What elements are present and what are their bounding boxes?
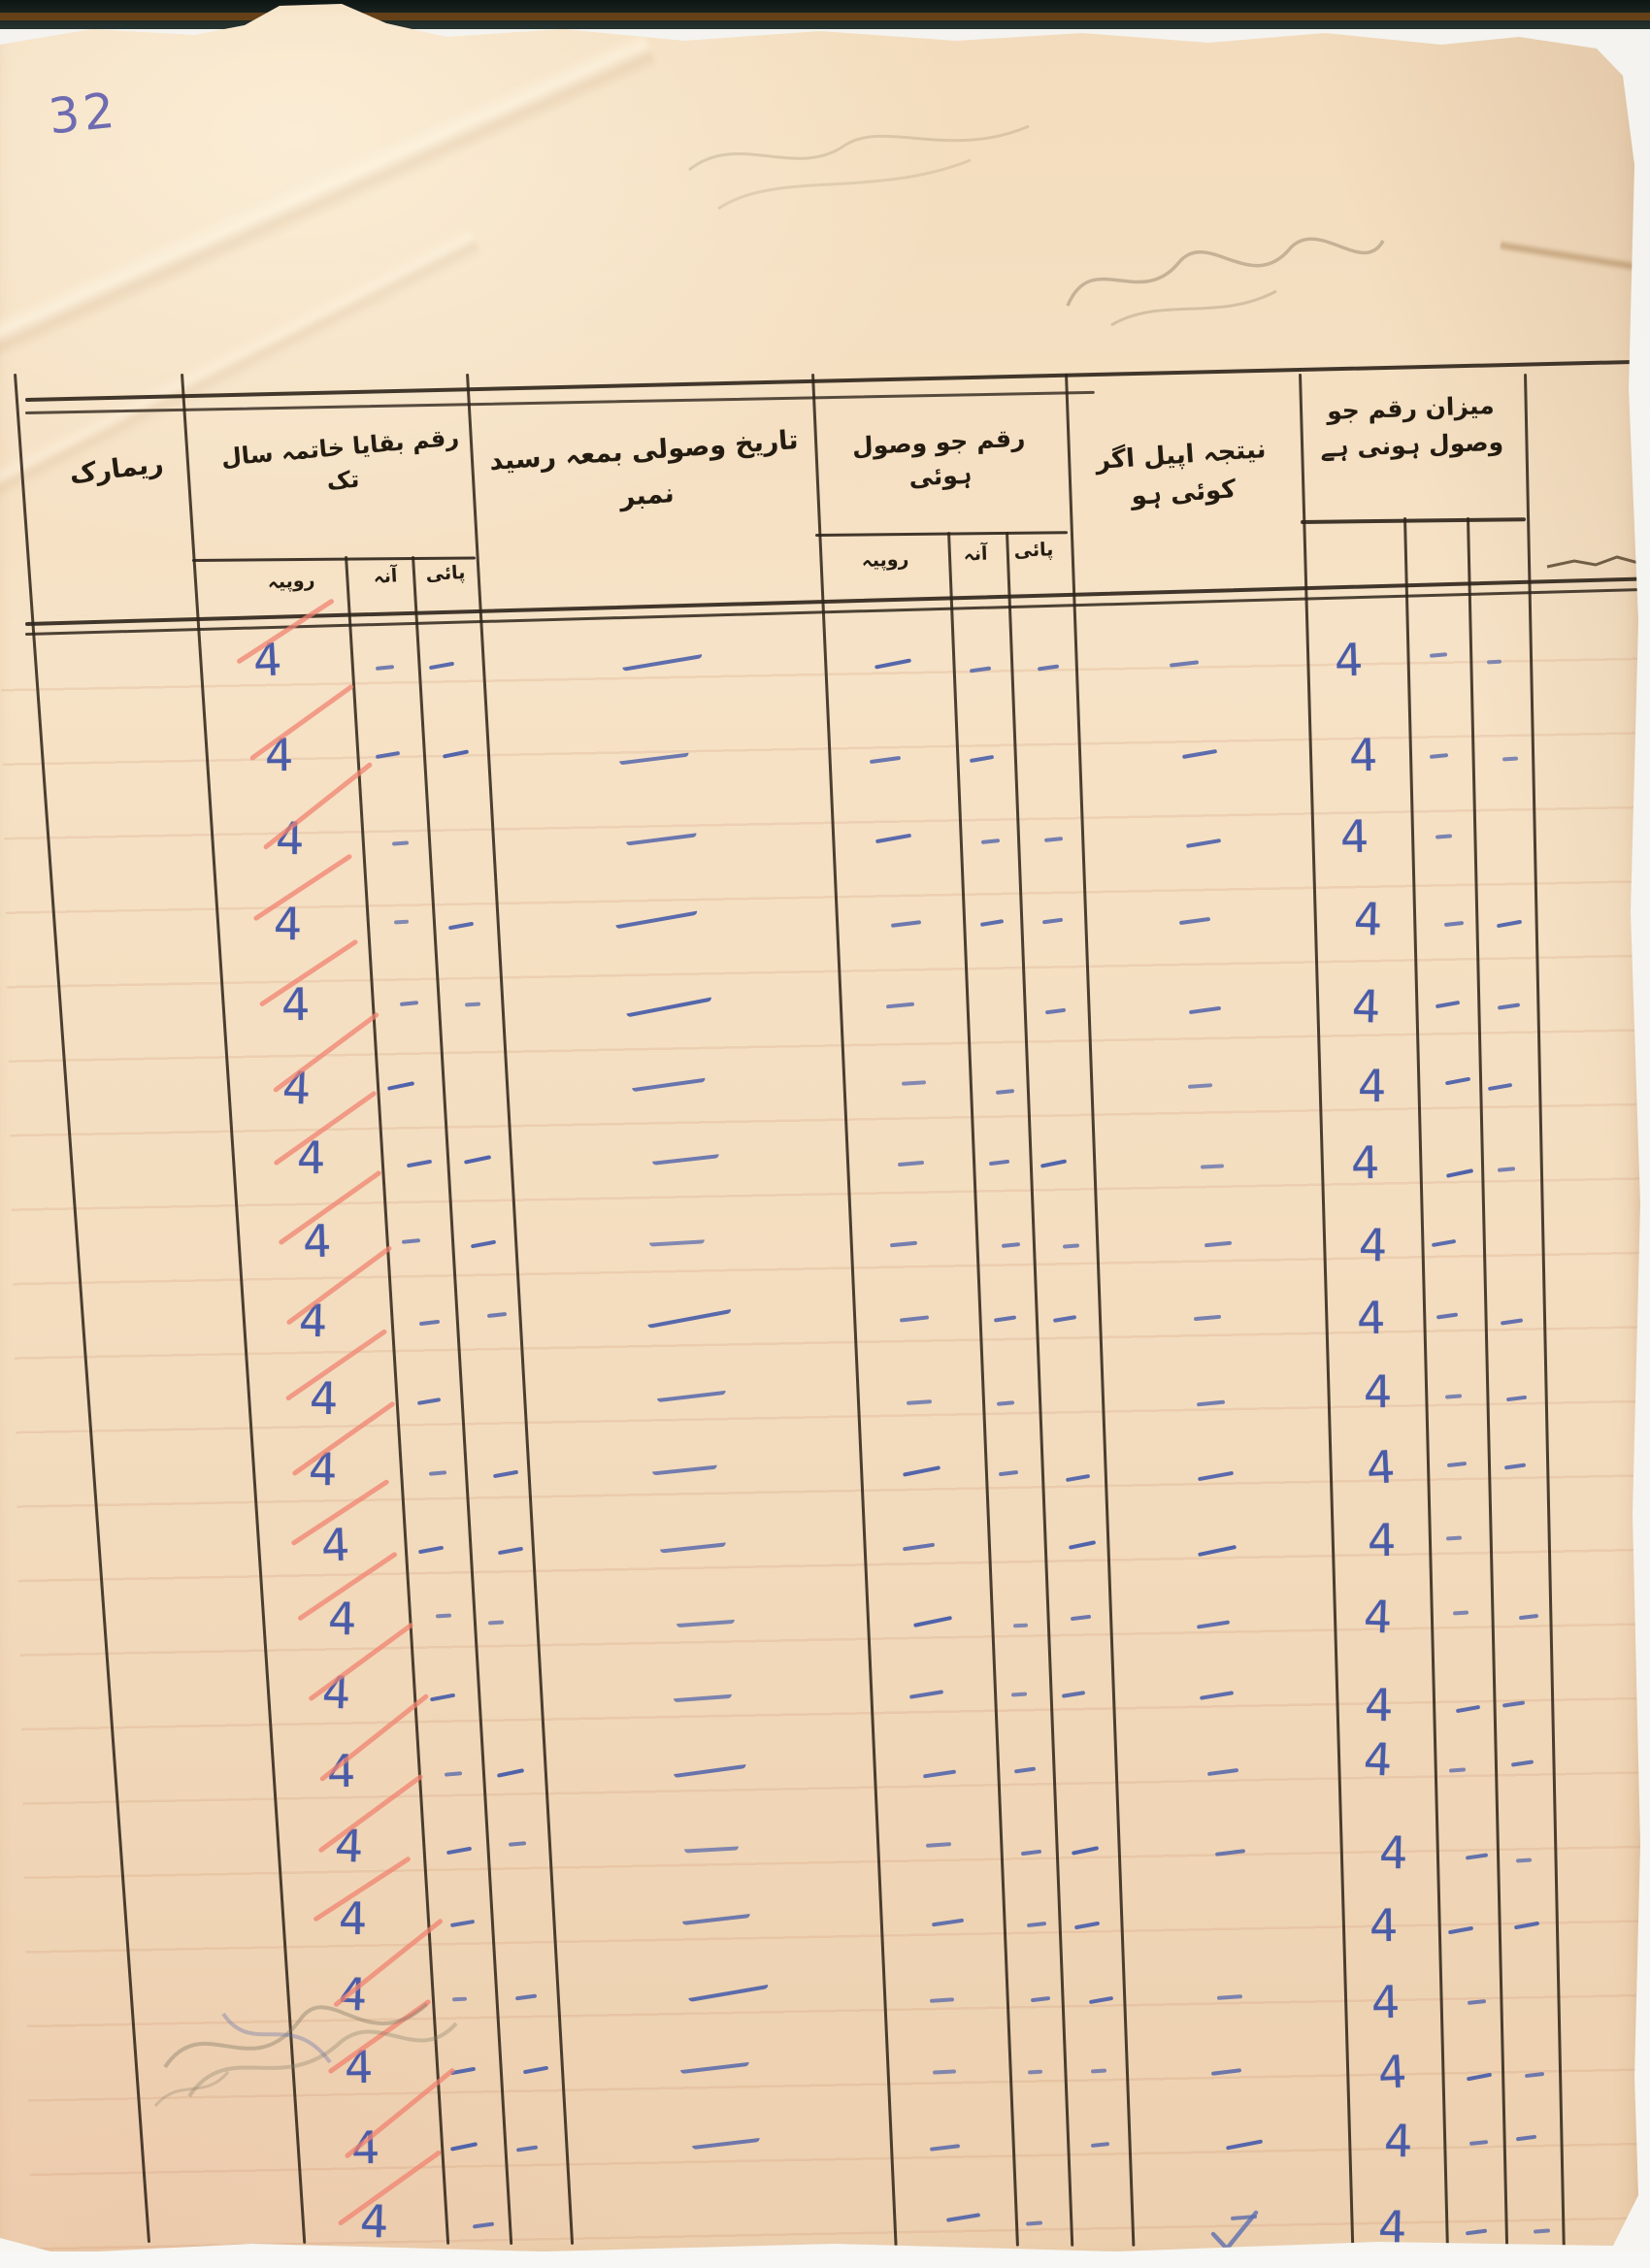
miz-r-mark: 4: [1357, 1059, 1387, 1113]
paper-tear-crack: [1546, 555, 1639, 569]
miz-r-mark: 4: [1362, 1732, 1394, 1787]
wus-p-mark: [1091, 2068, 1106, 2073]
miz-r-mark: 4: [1348, 728, 1378, 782]
subheader-wusul-pai: پائی: [1013, 539, 1054, 562]
baq-r-mark: 4: [327, 1592, 357, 1645]
paper-crease: [0, 4, 711, 486]
miz-p-mark: [1502, 756, 1518, 761]
pencil-scribble-faint: [688, 124, 1030, 211]
subheader-baqaya-rupee: روپیہ: [267, 569, 315, 594]
miz-r-mark: 4: [1352, 892, 1383, 946]
miz-a-mark: [1435, 833, 1452, 838]
subheader-baqaya-pai: پائی: [425, 561, 466, 586]
baq-a-mark: [394, 919, 411, 924]
pencil-scribble-remarks: [153, 2002, 458, 2107]
miz-r-mark: 4: [1350, 1135, 1380, 1190]
subheader-baqaya-ana: آنہ: [373, 565, 398, 588]
table-header-line: [814, 531, 1069, 537]
miz-r-mark: 4: [1383, 2114, 1413, 2167]
page-number: 32: [46, 82, 121, 146]
subheader-wusul-rupee: روپیہ: [861, 548, 909, 572]
miz-p-mark: [1534, 2228, 1551, 2234]
subheader-wusul-ana: آنہ: [963, 542, 988, 566]
binder-edge-line: [0, 13, 1650, 20]
baq-r-mark: 4: [319, 1518, 351, 1572]
miz-r-mark: 4: [1365, 1440, 1397, 1495]
header-remarks: ریمارک: [67, 448, 166, 490]
blue-check-mark: [1210, 2210, 1259, 2252]
baq-r-mark: 4: [273, 897, 303, 951]
miz-r-mark: 4: [1334, 633, 1365, 687]
wus-a-mark: [1013, 1623, 1029, 1627]
scanner-bottom-edge: [0, 2252, 1650, 2268]
miz-r-mark: 4: [1378, 1826, 1408, 1880]
miz-r-mark: 4: [1358, 1218, 1389, 1272]
header-appeal-result: نیتجہ اپیل اگر کوئی ہو: [1094, 434, 1268, 511]
pencil-scribble: [1066, 237, 1385, 327]
miz-a-mark: [1465, 2228, 1487, 2236]
miz-r-mark: 4: [1367, 1514, 1397, 1567]
header-mizan-total: میزان رقم جو وصول ہونی ہے: [1319, 391, 1504, 462]
miz-r-mark: 4: [1363, 1364, 1393, 1418]
miz-p-mark: [1486, 659, 1502, 664]
miz-r-mark: 4: [1339, 809, 1370, 864]
miz-r-mark: 4: [1376, 2045, 1408, 2099]
miz-r-mark: 4: [1365, 1679, 1394, 1732]
baq-p-mark: [487, 1620, 504, 1625]
miz-a-mark: [1452, 1610, 1468, 1615]
miz-r-mark: 4: [1351, 979, 1382, 1034]
miz-r-mark: 4: [1363, 1590, 1394, 1644]
miz-r-mark: 4: [1356, 1291, 1386, 1344]
table-header-line: [1300, 517, 1527, 524]
miz-r-mark: 4: [1369, 1899, 1399, 1953]
header-recovery-date: تاریخ وصولی بمعہ رسید نمبر: [488, 424, 800, 512]
paper-crease: [0, 107, 540, 631]
table-header-line: [191, 556, 477, 562]
miz-r-mark: 4: [1370, 1975, 1402, 2029]
paper-corner-crease: [1494, 207, 1640, 310]
miz-r-mark: 4: [1377, 2200, 1408, 2254]
header-arrears-till-year-end: رقم بقایا خاتمہ سال تک: [219, 423, 461, 495]
header-amount-received: رقم جو وصول ہوئی: [851, 423, 1026, 492]
